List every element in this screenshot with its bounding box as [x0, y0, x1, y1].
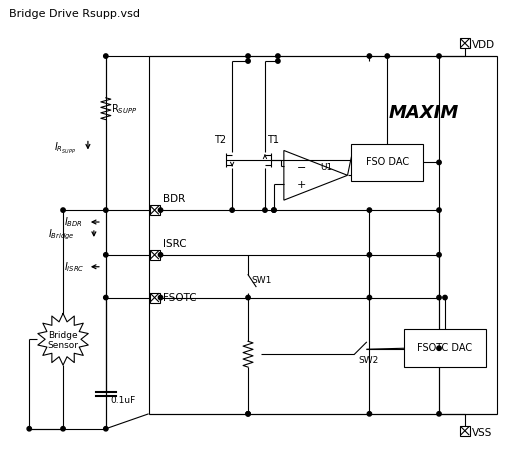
Text: FSOTC DAC: FSOTC DAC: [417, 343, 473, 353]
Circle shape: [246, 295, 250, 300]
Circle shape: [246, 412, 250, 416]
Circle shape: [276, 54, 280, 58]
Circle shape: [158, 208, 163, 212]
Circle shape: [61, 208, 65, 212]
Bar: [351, 143, 423, 181]
Circle shape: [437, 253, 441, 257]
Text: T2: T2: [214, 134, 227, 144]
Circle shape: [443, 295, 447, 300]
Text: $I_{ISRC}$: $I_{ISRC}$: [64, 260, 85, 274]
Bar: [460, 38, 470, 48]
Circle shape: [230, 208, 234, 212]
Text: FSOTC: FSOTC: [163, 293, 196, 303]
Circle shape: [246, 412, 250, 416]
Circle shape: [367, 412, 372, 416]
Text: FSO DAC: FSO DAC: [366, 157, 409, 167]
Text: $I_{R_{SUPP}}$: $I_{R_{SUPP}}$: [54, 141, 76, 156]
Circle shape: [272, 208, 276, 212]
Circle shape: [104, 295, 108, 300]
Circle shape: [27, 427, 31, 431]
Text: MAXIM: MAXIM: [389, 104, 459, 122]
Circle shape: [367, 253, 372, 257]
Circle shape: [158, 253, 163, 257]
Bar: [460, 426, 470, 436]
Bar: [404, 329, 486, 367]
Circle shape: [437, 295, 441, 300]
Circle shape: [437, 160, 441, 165]
Circle shape: [437, 412, 441, 416]
Bar: [150, 293, 159, 303]
Circle shape: [61, 427, 65, 431]
Circle shape: [263, 208, 267, 212]
Text: SW1: SW1: [251, 276, 271, 285]
Circle shape: [367, 208, 372, 212]
Circle shape: [104, 54, 108, 58]
Bar: [150, 205, 159, 215]
Text: T1: T1: [267, 134, 279, 144]
Circle shape: [104, 253, 108, 257]
Text: BDR: BDR: [163, 194, 185, 204]
Text: $I_{BDR}$: $I_{BDR}$: [64, 215, 83, 229]
Circle shape: [104, 427, 108, 431]
Text: R$_{SUPP}$: R$_{SUPP}$: [111, 102, 137, 115]
Text: 0.1uF: 0.1uF: [111, 396, 136, 405]
Text: ISRC: ISRC: [163, 239, 186, 249]
Text: VDD: VDD: [472, 40, 495, 50]
Circle shape: [158, 295, 163, 300]
Circle shape: [104, 208, 108, 212]
Circle shape: [437, 208, 441, 212]
Text: Sensor: Sensor: [47, 341, 78, 350]
Circle shape: [437, 54, 441, 58]
Text: $I_{Bridge}$: $I_{Bridge}$: [48, 228, 75, 242]
Text: U1: U1: [320, 163, 333, 172]
Text: $-$: $-$: [296, 161, 306, 171]
Circle shape: [246, 59, 250, 63]
Circle shape: [385, 54, 390, 58]
Circle shape: [367, 295, 372, 300]
Circle shape: [367, 54, 372, 58]
Text: Bridge Drive Rsupp.vsd: Bridge Drive Rsupp.vsd: [9, 9, 140, 19]
Bar: [150, 250, 159, 260]
Text: Bridge: Bridge: [48, 331, 78, 340]
Circle shape: [272, 208, 276, 212]
Text: VSS: VSS: [472, 428, 492, 438]
Circle shape: [246, 54, 250, 58]
Text: SW2: SW2: [359, 356, 379, 365]
Text: $+$: $+$: [296, 179, 306, 190]
Circle shape: [437, 346, 441, 350]
Circle shape: [276, 59, 280, 63]
